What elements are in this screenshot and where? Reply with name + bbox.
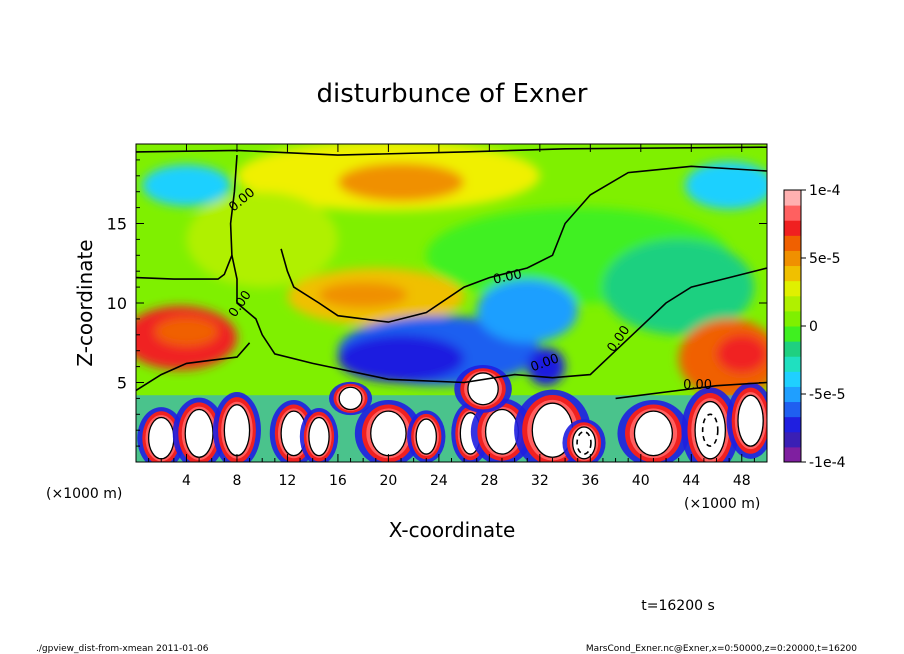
x-tick-label: 8 xyxy=(232,473,241,489)
contour-label: 0.00 xyxy=(492,267,523,288)
footer-right: MarsCond_Exner.nc@Exner,x=0:50000,z=0:20… xyxy=(586,644,857,654)
x-tick-label: 16 xyxy=(329,473,347,489)
cell-core xyxy=(737,394,764,447)
colorbar-segment xyxy=(784,386,801,403)
colorbar-label: 1e-4 xyxy=(809,183,841,199)
field-patch xyxy=(337,334,465,383)
x-tick-label: 32 xyxy=(531,473,549,489)
x-tick-label: 36 xyxy=(581,473,599,489)
colorbar-segment xyxy=(784,446,801,463)
field-color-patches xyxy=(136,144,767,399)
cell-core xyxy=(308,416,330,457)
cell-core xyxy=(484,408,520,455)
cell-core xyxy=(223,404,251,457)
field-patch xyxy=(318,282,408,308)
colorbar-label: 0 xyxy=(809,319,818,335)
x-axis-label: X-coordinate xyxy=(389,518,516,542)
colorbar: 1e-4 5e-5 0 -5e-5 -1e-4 xyxy=(783,183,846,471)
zero-contour-line xyxy=(136,146,767,156)
x-tick-label: 40 xyxy=(632,473,650,489)
colorbar-segment xyxy=(784,250,801,267)
x-tick-label: 20 xyxy=(379,473,397,489)
x-axis: 4 8 12 16 20 24 28 32 36 40 44 48 xyxy=(148,144,755,489)
zero-contours xyxy=(136,146,767,455)
colorbar-label: -1e-4 xyxy=(809,455,846,471)
x-tick-label: 28 xyxy=(480,473,498,489)
colorbar-segment xyxy=(784,295,801,312)
colorbar-segment xyxy=(784,431,801,448)
negative-contour xyxy=(576,430,592,455)
y-tick-label: 5 xyxy=(117,374,127,393)
field-patch xyxy=(186,191,338,288)
x-tick-label: 4 xyxy=(182,473,191,489)
y-tick-label: 15 xyxy=(107,215,127,234)
y-tick-label: 10 xyxy=(107,294,127,313)
colorbar-segment xyxy=(784,341,801,357)
x-tick-label: 44 xyxy=(682,473,700,489)
cell-core xyxy=(147,416,175,460)
negative-contour xyxy=(701,413,719,447)
y-axis-label: Z-coordinate xyxy=(73,239,97,366)
x-unit-left: (×1000 m) xyxy=(46,486,122,502)
zero-contour-line xyxy=(615,381,767,400)
chart-title: disturbunce of Exner xyxy=(317,79,588,109)
cell-core xyxy=(633,410,673,457)
cell-core xyxy=(572,426,597,460)
contour-label: 0.00 xyxy=(683,378,712,393)
colorbar-segment xyxy=(784,205,801,221)
colorbar-segment xyxy=(784,371,801,387)
cell-core xyxy=(415,418,438,455)
x-tick-label: 12 xyxy=(279,473,297,489)
colorbar-segment xyxy=(784,280,801,297)
colorbar-segment xyxy=(784,220,801,236)
x-unit-right: (×1000 m) xyxy=(684,496,760,512)
colorbar-segment xyxy=(784,190,801,206)
x-tick-label: 24 xyxy=(430,473,448,489)
time-annotation: t=16200 s xyxy=(641,598,715,614)
y-axis: 5 10 15 xyxy=(107,159,767,447)
field-patch xyxy=(476,279,578,343)
colorbar-segment xyxy=(784,356,801,372)
zero-contour-line xyxy=(280,165,767,323)
field-patch xyxy=(337,163,465,202)
cell-core xyxy=(338,386,363,411)
colorbar-label: -5e-5 xyxy=(809,387,846,403)
colorbar-segment xyxy=(784,265,801,282)
colorbar-segment xyxy=(784,401,801,418)
cell-core xyxy=(694,400,727,460)
plot-area xyxy=(136,144,767,462)
zero-contour-line xyxy=(136,342,251,392)
cell-core xyxy=(370,410,407,457)
cell-core xyxy=(184,408,214,458)
colorbar-label: 5e-5 xyxy=(809,251,840,267)
field-patch xyxy=(154,317,219,346)
field-patch xyxy=(684,161,767,210)
colorbar-segment xyxy=(784,326,801,342)
field-core-patches xyxy=(136,365,767,462)
field-patch xyxy=(716,334,767,373)
colorbar-segment xyxy=(784,310,801,327)
colorbar-segment xyxy=(784,416,801,433)
zero-contour-line xyxy=(231,255,767,384)
footer-left: ./gpview_dist-from-xmean 2011-01-06 xyxy=(36,644,209,654)
colorbar-segment xyxy=(784,235,801,251)
field-patch xyxy=(142,164,231,207)
field-patch xyxy=(602,239,755,335)
x-tick-label: 48 xyxy=(733,473,751,489)
zero-contour-line xyxy=(136,155,238,280)
